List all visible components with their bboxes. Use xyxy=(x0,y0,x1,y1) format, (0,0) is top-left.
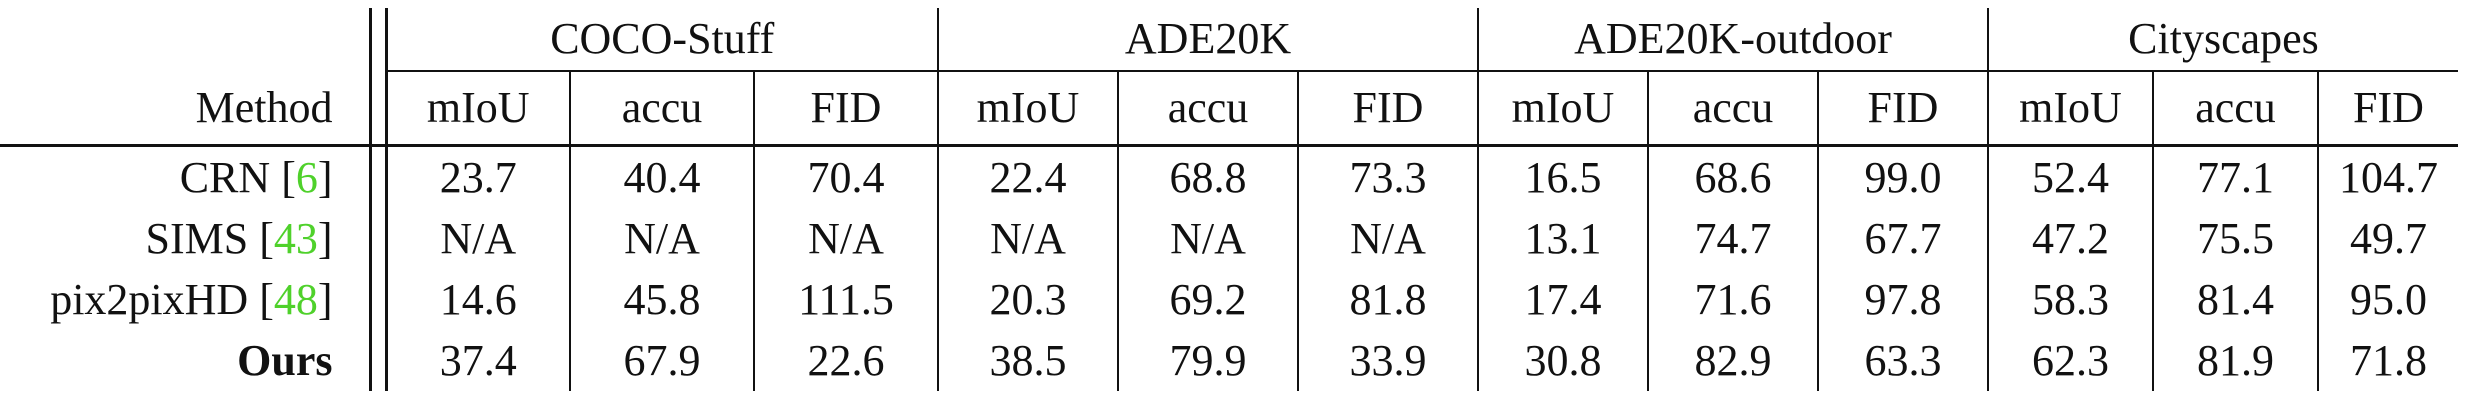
citation-link[interactable]: 6 xyxy=(295,152,318,202)
dataset-header-cityscapes: Cityscapes xyxy=(1987,8,2458,72)
metric-header: accu xyxy=(2152,71,2318,147)
dataset-header-ade20k-outdoor: ADE20K-outdoor xyxy=(1477,8,1988,72)
metric-header-row: Method mIoU accu FID mIoU accu FID mIoU … xyxy=(0,71,2458,147)
value-cell: N/A xyxy=(1117,208,1298,269)
double-rule xyxy=(368,208,388,269)
table-row: pix2pixHD [48] 14.6 45.8 111.5 20.3 69.2 81.8 1… xyxy=(0,269,2458,330)
metric-header: FID xyxy=(753,71,938,147)
metric-header: accu xyxy=(1647,71,1818,147)
metric-header: FID xyxy=(2317,71,2458,147)
table-row: Ours 37.4 67.9 22.6 38.5 79.9 33.9 30.8 82.9 63.3… xyxy=(0,330,2458,391)
citation-link[interactable]: 43 xyxy=(273,213,318,263)
double-rule xyxy=(368,330,388,391)
method-cell: SIMS [43] xyxy=(0,208,370,269)
value-cell: 81.4 xyxy=(2152,269,2318,330)
dataset-header-row: COCO-Stuff ADE20K ADE20K-outdoor Citysca… xyxy=(0,8,2458,72)
value-cell: 38.5 xyxy=(937,330,1118,391)
method-cell: Ours xyxy=(0,330,370,391)
value-cell: 69.2 xyxy=(1117,269,1298,330)
method-name: CRN xyxy=(179,152,271,202)
value-cell: 67.9 xyxy=(569,330,754,391)
value-cell: 95.0 xyxy=(2317,269,2458,330)
value-cell: 14.6 xyxy=(439,274,517,324)
citation-link[interactable]: 48 xyxy=(273,274,318,324)
method-name: pix2pixHD xyxy=(50,274,249,324)
value-cell: 52.4 xyxy=(1987,145,2153,208)
method-column-header: Method xyxy=(0,71,370,147)
value-cell: 71.8 xyxy=(2317,330,2458,391)
double-rule xyxy=(368,71,388,147)
value-cell: 68.6 xyxy=(1647,145,1818,208)
method-name: SIMS xyxy=(145,213,249,263)
value-cell: N/A xyxy=(753,208,938,269)
value-cell: 22.6 xyxy=(753,330,938,391)
value-cell: 67.7 xyxy=(1817,208,1988,269)
citation-bracket: [ xyxy=(248,213,274,263)
value-cell: 17.4 xyxy=(1477,269,1648,330)
value-cell: 81.8 xyxy=(1297,269,1478,330)
citation-bracket: [ xyxy=(270,152,296,202)
value-cell: N/A xyxy=(440,213,517,263)
double-rule xyxy=(368,269,388,330)
value-cell: 13.1 xyxy=(1477,208,1648,269)
value-cell: 45.8 xyxy=(569,269,754,330)
citation-bracket: [ xyxy=(248,274,274,324)
method-cell: CRN [6] xyxy=(0,146,370,209)
value-cell: 40.4 xyxy=(569,145,754,208)
metric-header: mIoU xyxy=(1987,71,2153,147)
metric-header: mIoU xyxy=(937,71,1118,147)
metric-header: mIoU xyxy=(386,71,570,147)
value-cell: 99.0 xyxy=(1817,145,1988,208)
value-cell: 70.4 xyxy=(753,145,938,208)
value-cell: 68.8 xyxy=(1117,145,1298,208)
table-row: SIMS [43] N/A N/A N/A N/A N/A N/A 13.1 74.7 67.7 4… xyxy=(0,208,2458,269)
value-cell: 33.9 xyxy=(1297,330,1478,391)
value-cell: 47.2 xyxy=(1987,208,2153,269)
value-cell: 75.5 xyxy=(2152,208,2318,269)
value-cell: 58.3 xyxy=(1987,269,2153,330)
metric-header: accu xyxy=(569,71,754,147)
value-cell: 23.7 xyxy=(439,152,517,202)
value-cell: N/A xyxy=(1297,208,1478,269)
value-cell: 111.5 xyxy=(753,269,938,330)
value-cell: 74.7 xyxy=(1647,208,1818,269)
value-cell: 37.4 xyxy=(439,335,517,385)
table-body: CRN [6] 23.7 40.4 70.4 22.4 68.8 73.3 16.5 68.6 9… xyxy=(0,145,2458,391)
results-table: COCO-Stuff ADE20K ADE20K-outdoor Citysca… xyxy=(0,8,2458,391)
method-cell: pix2pixHD [48] xyxy=(0,269,370,330)
double-rule xyxy=(368,145,388,208)
value-cell: 49.7 xyxy=(2317,208,2458,269)
value-cell: 62.3 xyxy=(1987,330,2153,391)
dataset-header-coco-stuff: COCO-Stuff xyxy=(386,8,938,72)
value-cell: 77.1 xyxy=(2152,145,2318,208)
value-cell: N/A xyxy=(937,208,1118,269)
metric-header: FID xyxy=(1297,71,1478,147)
value-cell: 71.6 xyxy=(1647,269,1818,330)
value-cell: 97.8 xyxy=(1817,269,1988,330)
value-cell: 79.9 xyxy=(1117,330,1298,391)
method-name: Ours xyxy=(237,335,333,385)
value-cell: 20.3 xyxy=(937,269,1118,330)
metric-header: mIoU xyxy=(1477,71,1648,147)
value-cell: 81.9 xyxy=(2152,330,2318,391)
value-cell: 22.4 xyxy=(937,145,1118,208)
table-row: CRN [6] 23.7 40.4 70.4 22.4 68.8 73.3 16.5 68.6 9… xyxy=(0,145,2458,209)
value-cell: 82.9 xyxy=(1647,330,1818,391)
value-cell: N/A xyxy=(569,208,754,269)
metric-header: accu xyxy=(1117,71,1298,147)
dataset-header-ade20k: ADE20K xyxy=(937,8,1478,72)
double-rule xyxy=(368,8,388,71)
value-cell: 104.7 xyxy=(2317,145,2458,208)
value-cell: 73.3 xyxy=(1297,145,1478,208)
value-cell: 30.8 xyxy=(1477,330,1648,391)
citation-bracket: ] xyxy=(317,152,333,202)
corner-cell xyxy=(0,8,370,71)
citation-bracket: ] xyxy=(317,213,333,263)
citation-bracket: ] xyxy=(317,274,333,324)
value-cell: 63.3 xyxy=(1817,330,1988,391)
metric-header: FID xyxy=(1817,71,1988,147)
value-cell: 16.5 xyxy=(1477,145,1648,208)
